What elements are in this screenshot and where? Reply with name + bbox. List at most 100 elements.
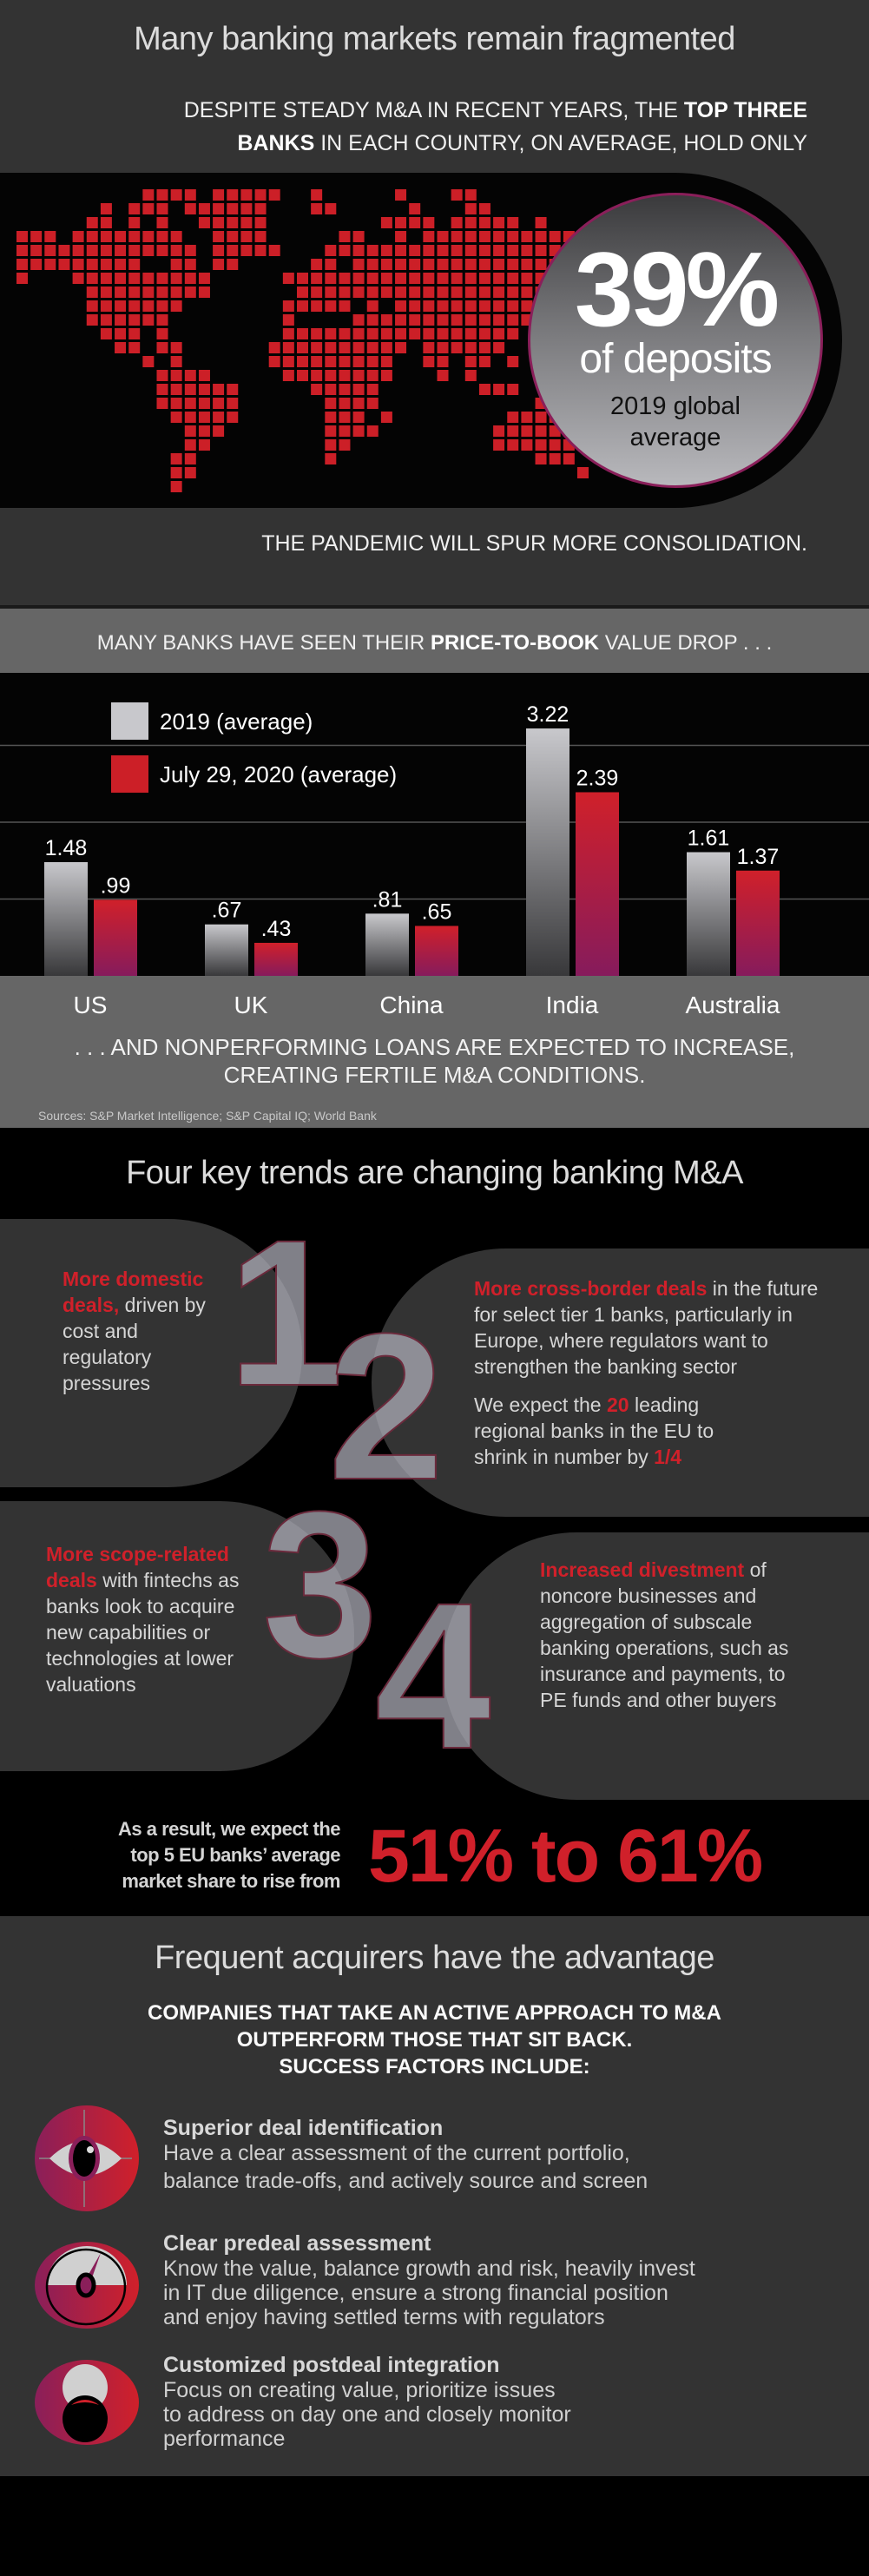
map-dot (100, 287, 112, 298)
trend-body: of noncore businesses and aggregation of… (540, 1558, 789, 1711)
trend-card-2 (372, 1248, 869, 1517)
map-dot (409, 217, 421, 228)
map-dot (282, 300, 294, 312)
map-dot (311, 384, 323, 395)
map-dot (198, 384, 210, 395)
map-dot (352, 328, 365, 339)
map-dot (170, 398, 182, 409)
map-dot (437, 259, 449, 270)
map-dot (507, 356, 519, 367)
factor-title: Clear predeal assessment (163, 2231, 431, 2256)
bar (365, 913, 409, 976)
map-dot (268, 189, 280, 201)
map-dot (44, 245, 56, 256)
bar-value-label: 1.48 (45, 836, 88, 860)
map-dot (86, 217, 98, 228)
map-dot (493, 328, 505, 339)
map-dot (128, 203, 141, 214)
map-dot (563, 453, 575, 464)
map-dot (325, 398, 337, 409)
map-dot (339, 342, 351, 353)
stat-note-line: average (629, 424, 721, 451)
closing-line: . . . And nonperforming loans are expect… (74, 1034, 795, 1060)
map-dot (184, 453, 196, 464)
trend-highlight: More scope-related deals (46, 1543, 229, 1591)
map-dot (213, 217, 225, 228)
map-dot (325, 439, 337, 451)
map-dot (86, 300, 98, 312)
map-dot (44, 231, 56, 242)
stat-circle (528, 193, 823, 488)
map-dot (86, 245, 98, 256)
map-dot (198, 412, 210, 423)
map-dot (423, 328, 435, 339)
map-dot (184, 439, 196, 451)
trend-highlight: More cross-border deals (474, 1277, 708, 1300)
map-dot (156, 217, 168, 228)
map-dot (142, 356, 155, 367)
map-dot (268, 245, 280, 256)
subhead-bold: banks (237, 131, 315, 155)
map-dot (184, 467, 196, 478)
map-dot (521, 425, 533, 437)
map-dot (170, 300, 182, 312)
map-dot (380, 217, 392, 228)
map-dot (409, 245, 421, 256)
map-dot (311, 300, 323, 312)
map-dot (30, 231, 43, 242)
map-dot (100, 217, 112, 228)
map-dot (240, 203, 253, 214)
map-dot (339, 384, 351, 395)
map-dot (16, 259, 28, 270)
map-dot (339, 328, 351, 339)
map-dot (478, 203, 490, 214)
map-dot (352, 259, 365, 270)
map-dot (227, 384, 239, 395)
map-dot (240, 245, 253, 256)
map-dot (115, 259, 127, 270)
chart-title-text: value drop . . . (599, 631, 773, 655)
map-dot (451, 314, 463, 326)
pandemic-note: The pandemic will spur more consolidatio… (261, 531, 807, 556)
intro-line: Companies that take an active approach t… (148, 2001, 721, 2025)
subhead-text: Despite steady M&A in recent years, the (183, 98, 684, 122)
trend-highlight: Increased divestment (540, 1558, 745, 1581)
map-dot (227, 189, 239, 201)
subhead: Despite steady M&A in recent years, the … (0, 94, 807, 160)
map-dot (297, 356, 308, 367)
map-dot (423, 245, 435, 256)
section-title: Four key trends are changing banking M&A (126, 1155, 743, 1191)
map-dot (86, 287, 98, 298)
map-dot (366, 245, 379, 256)
success-icons (35, 2105, 139, 2445)
map-dot (478, 259, 490, 270)
map-dot (549, 439, 561, 451)
map-dot (170, 467, 182, 478)
map-dot (184, 425, 196, 437)
map-dot (254, 217, 267, 228)
map-dot (395, 189, 407, 201)
map-dot (366, 370, 379, 381)
map-dot (507, 217, 519, 228)
map-dot (437, 314, 449, 326)
map-dot (86, 259, 98, 270)
map-dot (72, 273, 84, 284)
result-value: 51% to 61% (368, 1815, 763, 1898)
map-dot (521, 287, 533, 298)
map-dot (311, 259, 323, 270)
map-dot (464, 259, 477, 270)
map-dot (339, 356, 351, 367)
map-dot (380, 342, 392, 353)
integration-icon (35, 2360, 139, 2445)
map-dot (507, 287, 519, 298)
map-dot (464, 370, 477, 381)
map-dot (142, 300, 155, 312)
map-dot (254, 189, 267, 201)
map-dot (478, 342, 490, 353)
map-dot (352, 412, 365, 423)
map-dot (142, 273, 155, 284)
map-dot (170, 231, 182, 242)
map-dot (493, 425, 505, 437)
map-dot (311, 287, 323, 298)
map-dot (493, 245, 505, 256)
